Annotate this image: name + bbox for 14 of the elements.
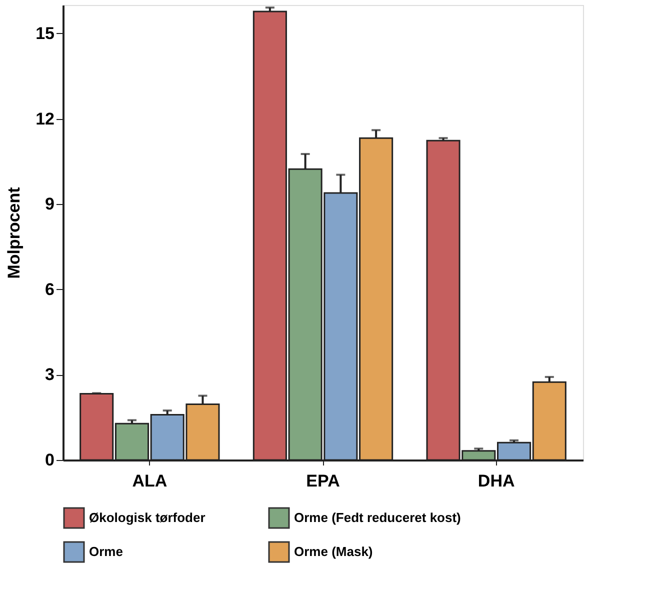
legend-label: Orme (Fedt reduceret kost) bbox=[294, 510, 461, 525]
x-tick-label: EPA bbox=[306, 472, 340, 490]
y-tick-label: 3 bbox=[45, 365, 54, 384]
legend-label: Økologisk tørfoder bbox=[89, 510, 206, 525]
x-tick-label: DHA bbox=[478, 472, 515, 490]
y-tick-label: 12 bbox=[36, 109, 54, 128]
y-tick-label: 15 bbox=[36, 24, 54, 43]
y-axis-title: Molprocent bbox=[4, 186, 24, 279]
y-tick-label: 6 bbox=[45, 280, 54, 299]
legend-label: Orme (Mask) bbox=[294, 544, 373, 559]
y-tick-label: 9 bbox=[45, 194, 54, 214]
y-tick-label: 0 bbox=[45, 450, 54, 470]
x-tick-label: ALA bbox=[132, 472, 168, 490]
legend-label: Orme bbox=[89, 544, 123, 559]
